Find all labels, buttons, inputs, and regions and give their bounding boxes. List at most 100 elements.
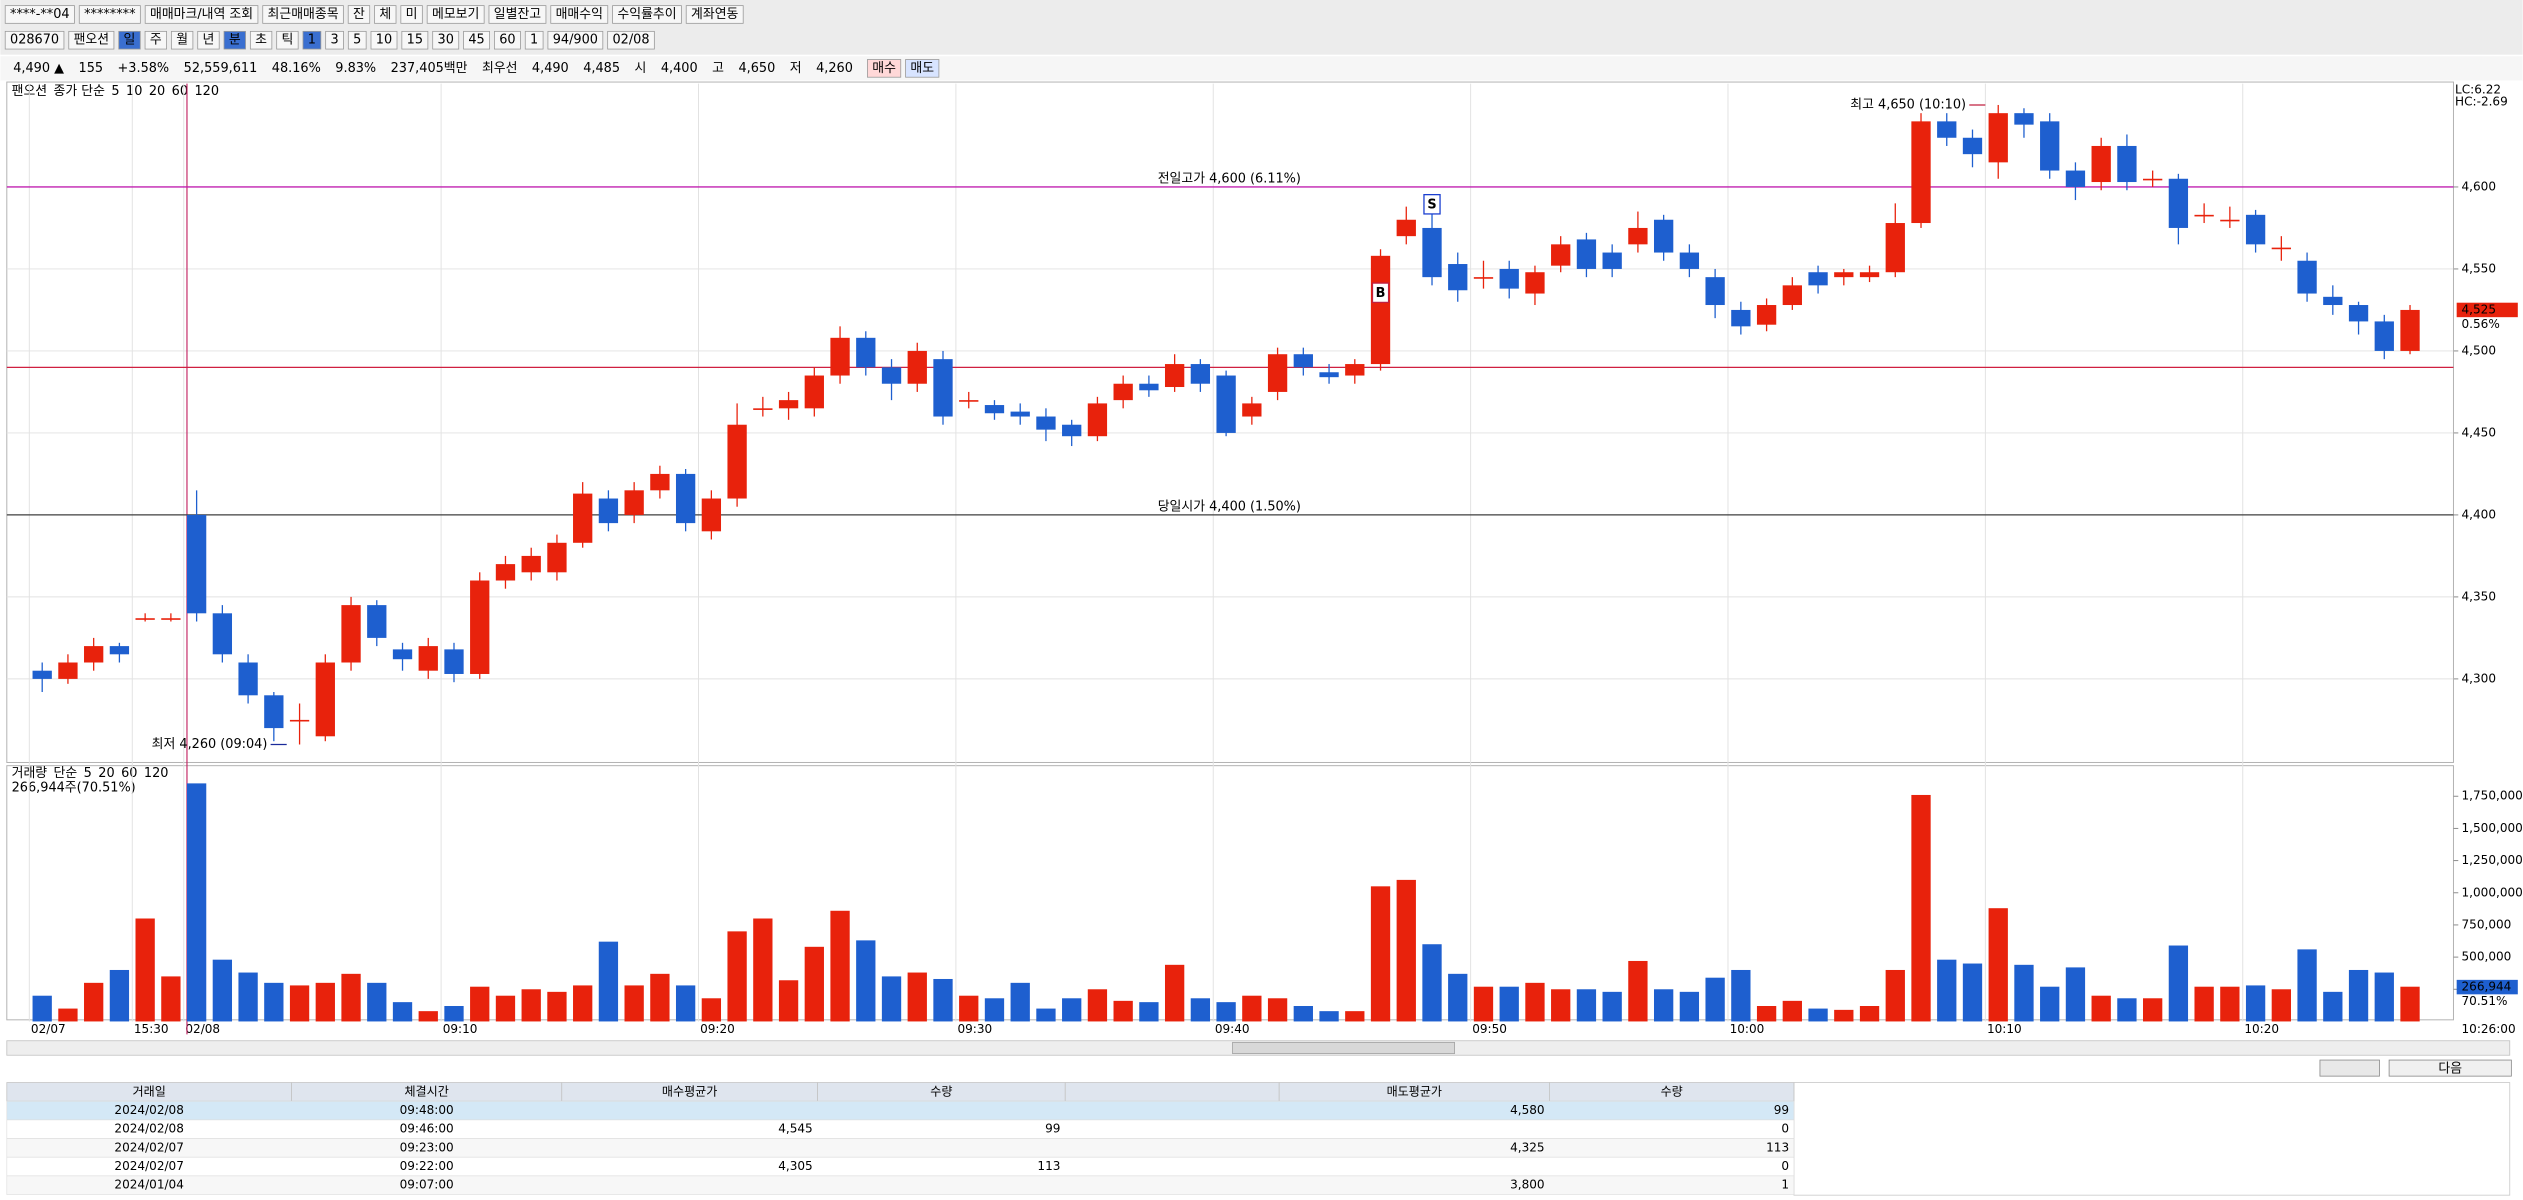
- order-button[interactable]: [905, 59, 940, 78]
- toolbar-button-label[interactable]: 주: [150, 33, 162, 48]
- info-value: 48.16%: [272, 61, 321, 76]
- volume-bar: [2220, 986, 2240, 1022]
- candle-body: [573, 493, 593, 543]
- volume-bar: [1113, 1000, 1133, 1022]
- toolbar-button-label[interactable]: 매매마크/내역 조회: [150, 7, 253, 22]
- candle-body: [1396, 219, 1416, 237]
- toolbar-button[interactable]: [374, 5, 397, 24]
- scroll-thumb[interactable]: [1232, 1041, 1455, 1055]
- volume-bar: [1345, 1011, 1365, 1022]
- toolbar-button-label[interactable]: 94/900: [553, 33, 598, 48]
- table-row[interactable]: [6, 1119, 1795, 1139]
- toolbar-button-label[interactable]: 최근매매종목: [268, 7, 339, 22]
- toolbar-button[interactable]: [607, 30, 655, 50]
- toolbar-button-label[interactable]: 60: [499, 33, 515, 48]
- toolbar-button[interactable]: [118, 30, 141, 50]
- toolbar-button-label[interactable]: 초: [255, 33, 267, 48]
- toolbar-button-label[interactable]: 10: [376, 33, 392, 48]
- toolbar-button-label[interactable]: 1: [530, 33, 538, 48]
- toolbar-button-label[interactable]: ********: [84, 7, 136, 22]
- toolbar-button[interactable]: [685, 5, 744, 24]
- candle-body: [58, 662, 78, 679]
- toolbar-button-label[interactable]: 잔: [353, 7, 365, 22]
- reference-label: 전일고가 4,600 (6.11%): [1158, 171, 1301, 186]
- toolbar-button[interactable]: [144, 5, 259, 24]
- volume-bar: [2194, 986, 2214, 1022]
- toolbar-button[interactable]: [401, 30, 429, 50]
- table-cell: 4,325: [1510, 1140, 1545, 1154]
- table-header-cell: [1064, 1082, 1280, 1102]
- toggle-button[interactable]: [2319, 1059, 2380, 1077]
- toolbar-button-label[interactable]: 매매수익: [556, 7, 603, 22]
- next-button-label[interactable]: 다음: [2438, 1061, 2462, 1076]
- toolbar-button-label[interactable]: 체: [379, 7, 391, 22]
- toolbar-button[interactable]: [370, 30, 398, 50]
- toolbar-button[interactable]: [170, 30, 194, 50]
- toolbar-button-label[interactable]: 일별잔고: [494, 7, 541, 22]
- x-tick-label: 10:00: [1730, 1022, 1765, 1036]
- toolbar-button[interactable]: [325, 30, 344, 50]
- toolbar-button[interactable]: [493, 30, 521, 50]
- toolbar-button-label[interactable]: 3: [330, 33, 338, 48]
- toolbar-button[interactable]: [68, 30, 115, 50]
- toolbar-button[interactable]: [400, 5, 423, 24]
- table-row[interactable]: [6, 1175, 1795, 1195]
- candle-body: [1859, 272, 1880, 278]
- candle-body: [1139, 383, 1159, 391]
- toolbar-button[interactable]: [612, 5, 682, 24]
- toolbar-button-label[interactable]: 년: [203, 33, 215, 48]
- toolbar-button[interactable]: [488, 5, 547, 24]
- candle-body: [2040, 121, 2060, 171]
- toolbar-button[interactable]: [197, 30, 220, 50]
- toolbar-button-label[interactable]: 틱: [281, 33, 293, 48]
- toolbar-button[interactable]: [4, 30, 65, 50]
- toolbar-button-label[interactable]: 계좌연동: [691, 7, 738, 22]
- table-cell: 2024/02/08: [114, 1122, 183, 1136]
- table-row[interactable]: [6, 1156, 1795, 1177]
- toolbar-button-label[interactable]: 메모보기: [432, 7, 479, 22]
- toolbar-button[interactable]: [144, 30, 167, 50]
- toolbar-button[interactable]: [4, 5, 75, 24]
- order-button-label[interactable]: 매도: [910, 61, 934, 76]
- toolbar-button[interactable]: [463, 30, 490, 50]
- toolbar-button[interactable]: [276, 30, 299, 50]
- candle-body: [1885, 223, 1905, 273]
- toolbar-button-label[interactable]: 수익률추이: [617, 7, 676, 22]
- legend-period: 120: [144, 766, 169, 781]
- toolbar-button[interactable]: [524, 30, 544, 50]
- toolbar-button[interactable]: [78, 5, 141, 24]
- order-button[interactable]: [867, 59, 902, 78]
- toolbar-button-label[interactable]: 028670: [10, 33, 59, 48]
- toolbar-button-label[interactable]: 분: [229, 33, 241, 48]
- order-button-label[interactable]: 매수: [872, 61, 896, 76]
- volume-bar: [2168, 945, 2189, 1022]
- toolbar-button[interactable]: [550, 5, 609, 24]
- toolbar-button[interactable]: [249, 30, 273, 50]
- candle-body: [1808, 272, 1828, 286]
- toolbar-button-label[interactable]: 15: [407, 33, 423, 48]
- toolbar-button[interactable]: [347, 5, 371, 24]
- toolbar-button[interactable]: [547, 30, 604, 50]
- toolbar-button[interactable]: [262, 5, 344, 24]
- toolbar-button[interactable]: [223, 30, 246, 50]
- candle-body: [1911, 121, 1931, 224]
- toolbar-button[interactable]: [347, 30, 367, 50]
- toolbar-button[interactable]: [302, 30, 322, 50]
- toolbar-button-label[interactable]: 5: [353, 33, 361, 48]
- toolbar-button-label[interactable]: 45: [468, 33, 484, 48]
- toolbar-button-label[interactable]: 팬오션: [74, 33, 110, 48]
- toolbar-button[interactable]: [432, 30, 460, 50]
- toolbar-button-label[interactable]: ****-**04: [10, 7, 70, 22]
- toolbar-button-label[interactable]: 1: [308, 33, 316, 48]
- volume-bar: [1010, 982, 1030, 1022]
- toolbar-button-label[interactable]: 미: [406, 7, 418, 22]
- next-button[interactable]: [2388, 1059, 2512, 1077]
- toolbar-button[interactable]: [426, 5, 485, 24]
- toolbar-button-label[interactable]: 02/08: [612, 33, 649, 48]
- toolbar-button-label[interactable]: 일: [124, 33, 136, 48]
- toolbar-button-label[interactable]: 30: [438, 33, 454, 48]
- candle-body: [907, 350, 927, 384]
- candle-body: [753, 408, 773, 410]
- toolbar-button-label[interactable]: 월: [176, 33, 188, 48]
- candle-body: [84, 646, 104, 663]
